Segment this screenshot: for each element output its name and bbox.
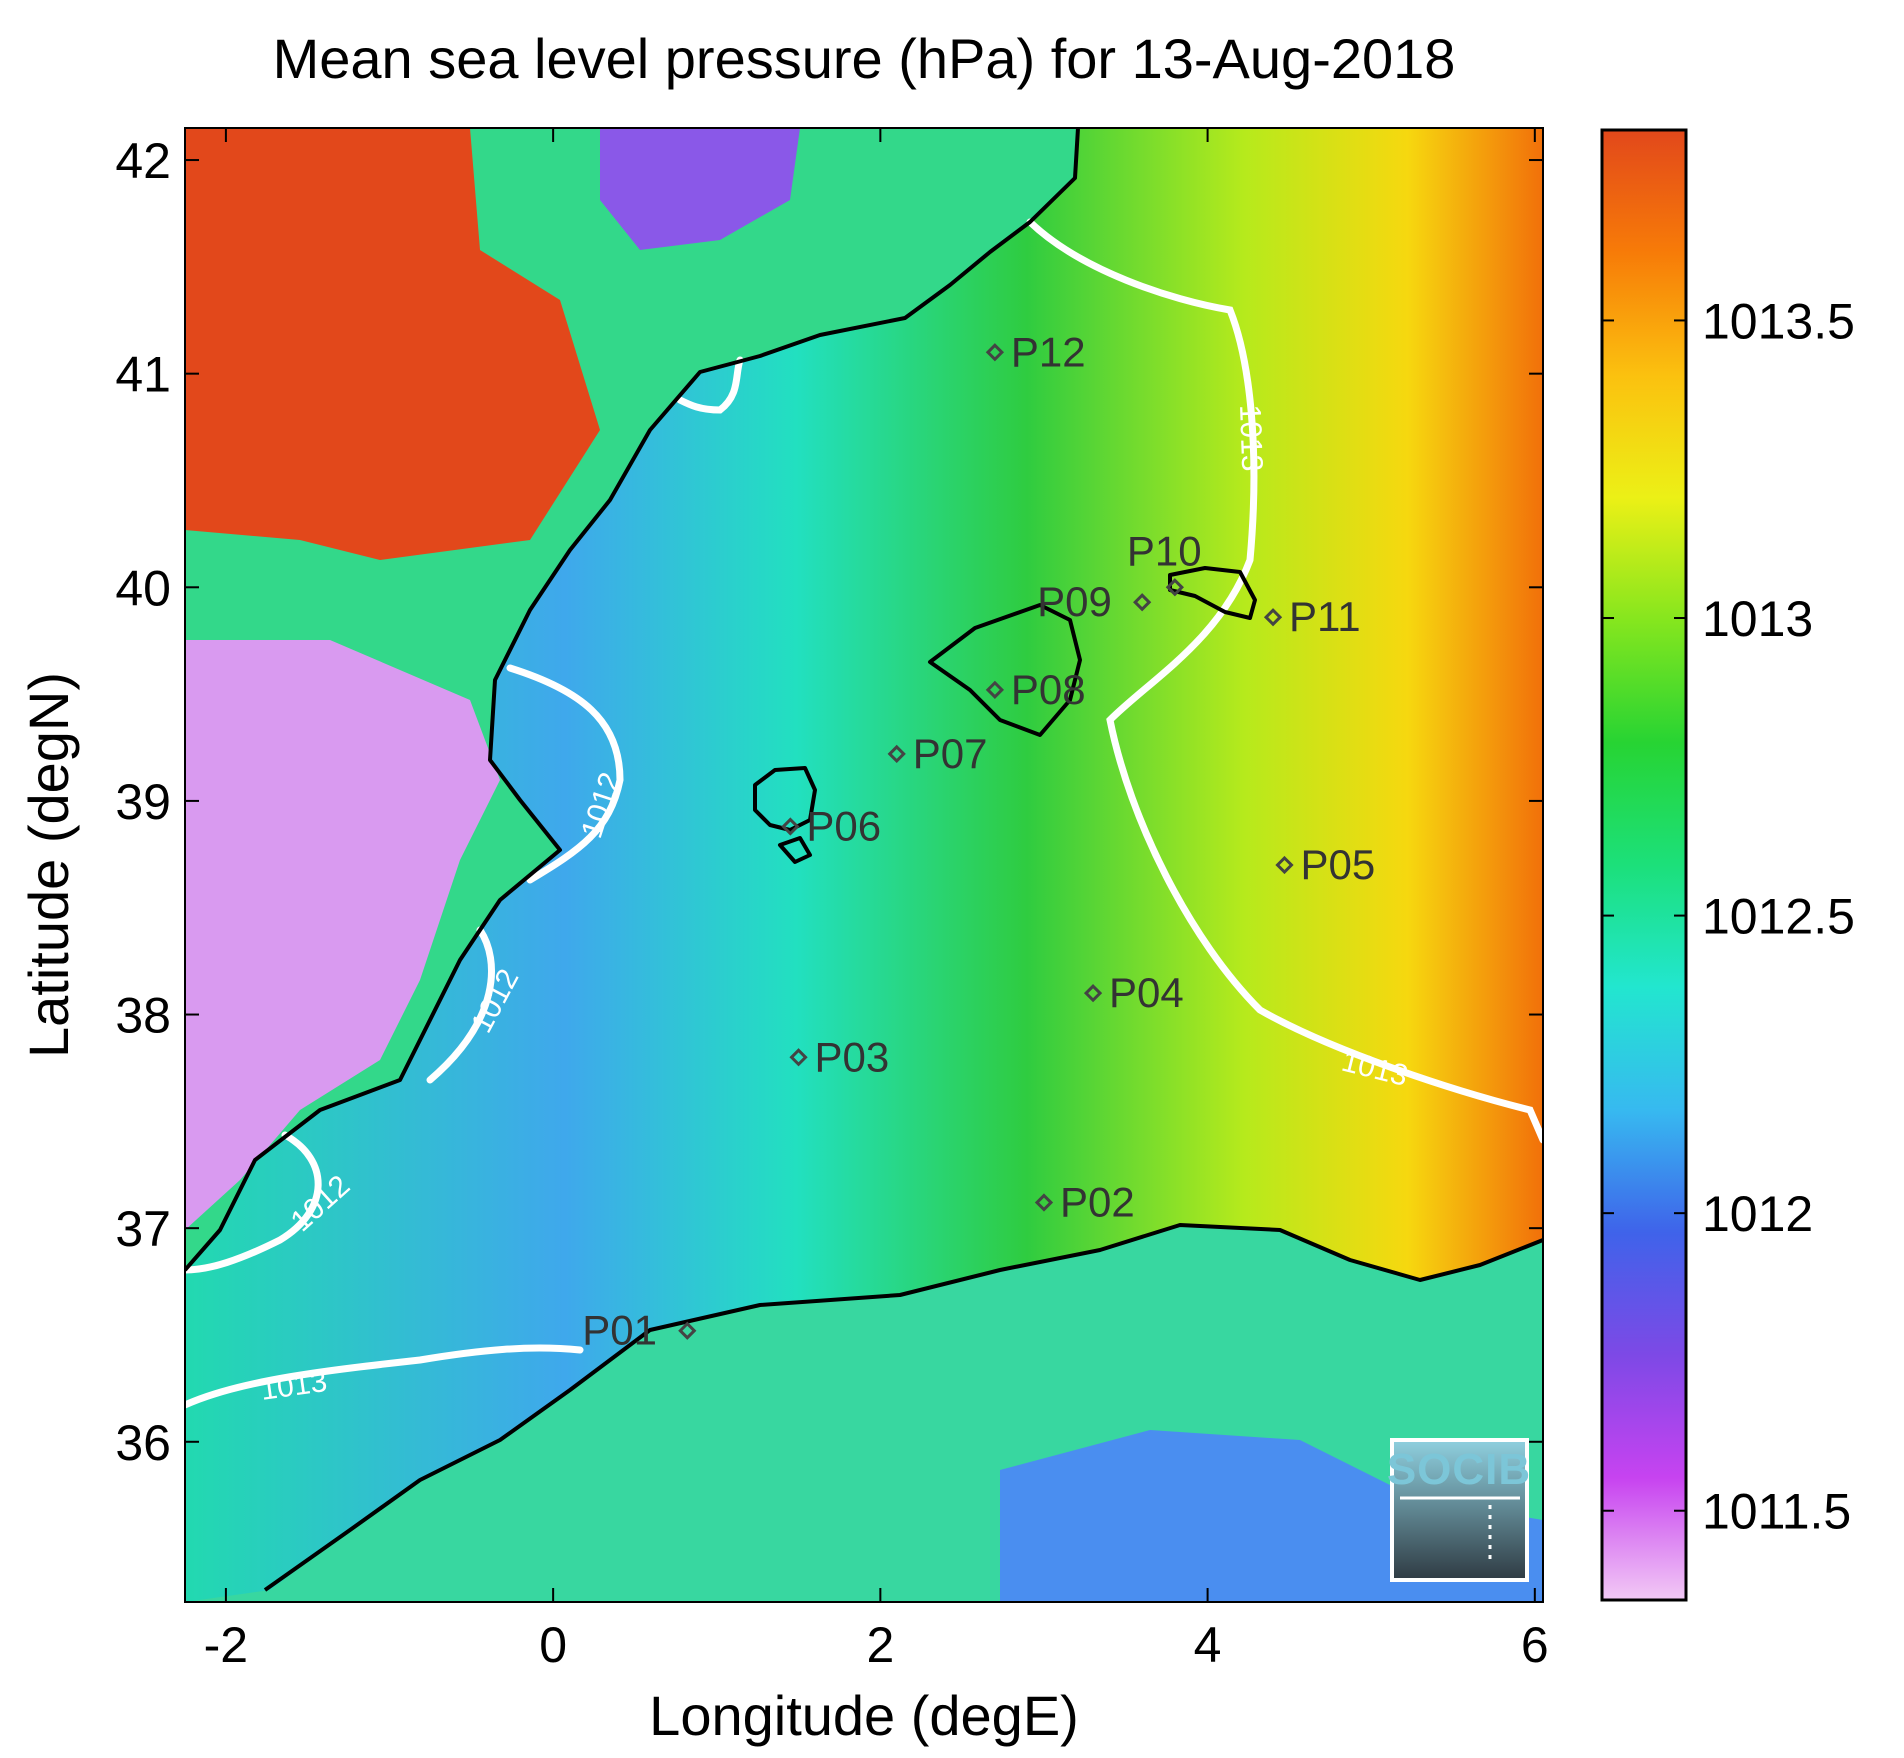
station-label: P01 bbox=[582, 1307, 657, 1354]
coastline-ibiza bbox=[753, 766, 817, 832]
y-tick-label: 41 bbox=[115, 347, 171, 403]
map-frame bbox=[184, 127, 1544, 1603]
y-tick-label: 42 bbox=[115, 133, 171, 189]
chart-title: Mean sea level pressure (hPa) for 13-Aug… bbox=[273, 27, 1456, 90]
station-marker bbox=[1263, 608, 1283, 627]
station-label: P10 bbox=[1127, 527, 1202, 574]
logo-background bbox=[1390, 1438, 1529, 1582]
station-label: P05 bbox=[1300, 841, 1375, 888]
y-axis-ticks: 36 37 38 39 40 41 42 bbox=[115, 133, 1543, 1471]
isobar-1012-b bbox=[426, 926, 495, 1084]
isobar-1012-a bbox=[506, 664, 624, 884]
y-tick-label: 40 bbox=[115, 560, 171, 616]
station-label: P06 bbox=[806, 803, 881, 850]
coastline-formentera bbox=[778, 836, 812, 864]
x-axis-label: Longitude (degE) bbox=[649, 1684, 1079, 1747]
y-tick-label: 37 bbox=[115, 1201, 171, 1257]
y-tick-label: 36 bbox=[115, 1415, 171, 1471]
map-area: 1013 1012 1012 1012 1013 1013 SOCIB bbox=[185, 128, 1543, 1602]
station-label: P07 bbox=[913, 730, 988, 777]
station-marker bbox=[1083, 984, 1103, 1003]
land-iberia-ridge bbox=[600, 128, 800, 250]
station-marker bbox=[1034, 1193, 1054, 1212]
land-iberia-low bbox=[185, 640, 500, 1230]
station-label: P02 bbox=[1060, 1179, 1135, 1226]
isobar-1013-east bbox=[1026, 218, 1543, 1144]
colorbar-tick-label: 1011.5 bbox=[1702, 1484, 1851, 1540]
colorbar-tick-label: 1012.5 bbox=[1702, 889, 1855, 945]
station-marker bbox=[678, 1321, 697, 1340]
contour-label: 1013 bbox=[1233, 404, 1268, 472]
station-marker bbox=[985, 680, 1005, 699]
station-label: P03 bbox=[815, 1033, 890, 1080]
land-iberia-high bbox=[185, 128, 600, 560]
station-marker bbox=[985, 343, 1005, 362]
x-tick-label: 2 bbox=[866, 1617, 894, 1673]
y-tick-label: 39 bbox=[115, 774, 171, 830]
isobar-contours bbox=[185, 218, 1543, 1409]
station-marker bbox=[1275, 855, 1294, 875]
station-marker bbox=[789, 1048, 808, 1067]
station-label: P08 bbox=[1011, 666, 1086, 713]
socib-logo: SOCIB bbox=[1387, 1438, 1531, 1582]
colorbar-tick-label: 1013 bbox=[1702, 591, 1813, 647]
station-marker bbox=[1133, 593, 1152, 612]
x-axis-ticks: -2 0 2 4 6 bbox=[204, 128, 1549, 1673]
isobar-1013-south bbox=[185, 1344, 584, 1409]
x-tick-label: 6 bbox=[1521, 1617, 1549, 1673]
station-label: P11 bbox=[1289, 593, 1361, 640]
isobar-1012-north bbox=[676, 356, 744, 414]
station-marker bbox=[887, 744, 906, 764]
y-axis-label: Latitude (degN) bbox=[17, 672, 80, 1058]
station-label: P09 bbox=[1037, 578, 1112, 625]
x-tick-label: 4 bbox=[1194, 1617, 1222, 1673]
station-marker bbox=[1165, 578, 1184, 597]
y-tick-label: 38 bbox=[115, 988, 171, 1044]
colorbar-tick-label: 1013.5 bbox=[1702, 293, 1855, 349]
colorbar bbox=[1600, 128, 1688, 1602]
station-marker bbox=[781, 817, 800, 836]
logo-text: SOCIB bbox=[1387, 1445, 1531, 1494]
coastlines bbox=[185, 128, 1543, 1592]
coastline-iberia bbox=[185, 128, 1080, 1272]
coastline-mallorca bbox=[928, 603, 1082, 737]
colorbar-tick-label: 1012 bbox=[1702, 1186, 1813, 1242]
isobar-1012-c bbox=[185, 1131, 322, 1274]
coastline-africa bbox=[263, 1223, 1543, 1592]
station-label: P12 bbox=[1011, 328, 1086, 375]
station-label: P04 bbox=[1109, 969, 1184, 1016]
x-tick-label: 0 bbox=[539, 1617, 567, 1673]
colorbar-ticks: 1011.5 1012 1012.5 1013 1013.5 bbox=[1602, 293, 1855, 1540]
x-tick-label: -2 bbox=[204, 1617, 248, 1673]
station-markers: P01 P02 P03 P04 P05 P06 P07 P08 P09 P10 P11 P12 bbox=[582, 328, 1375, 1353]
